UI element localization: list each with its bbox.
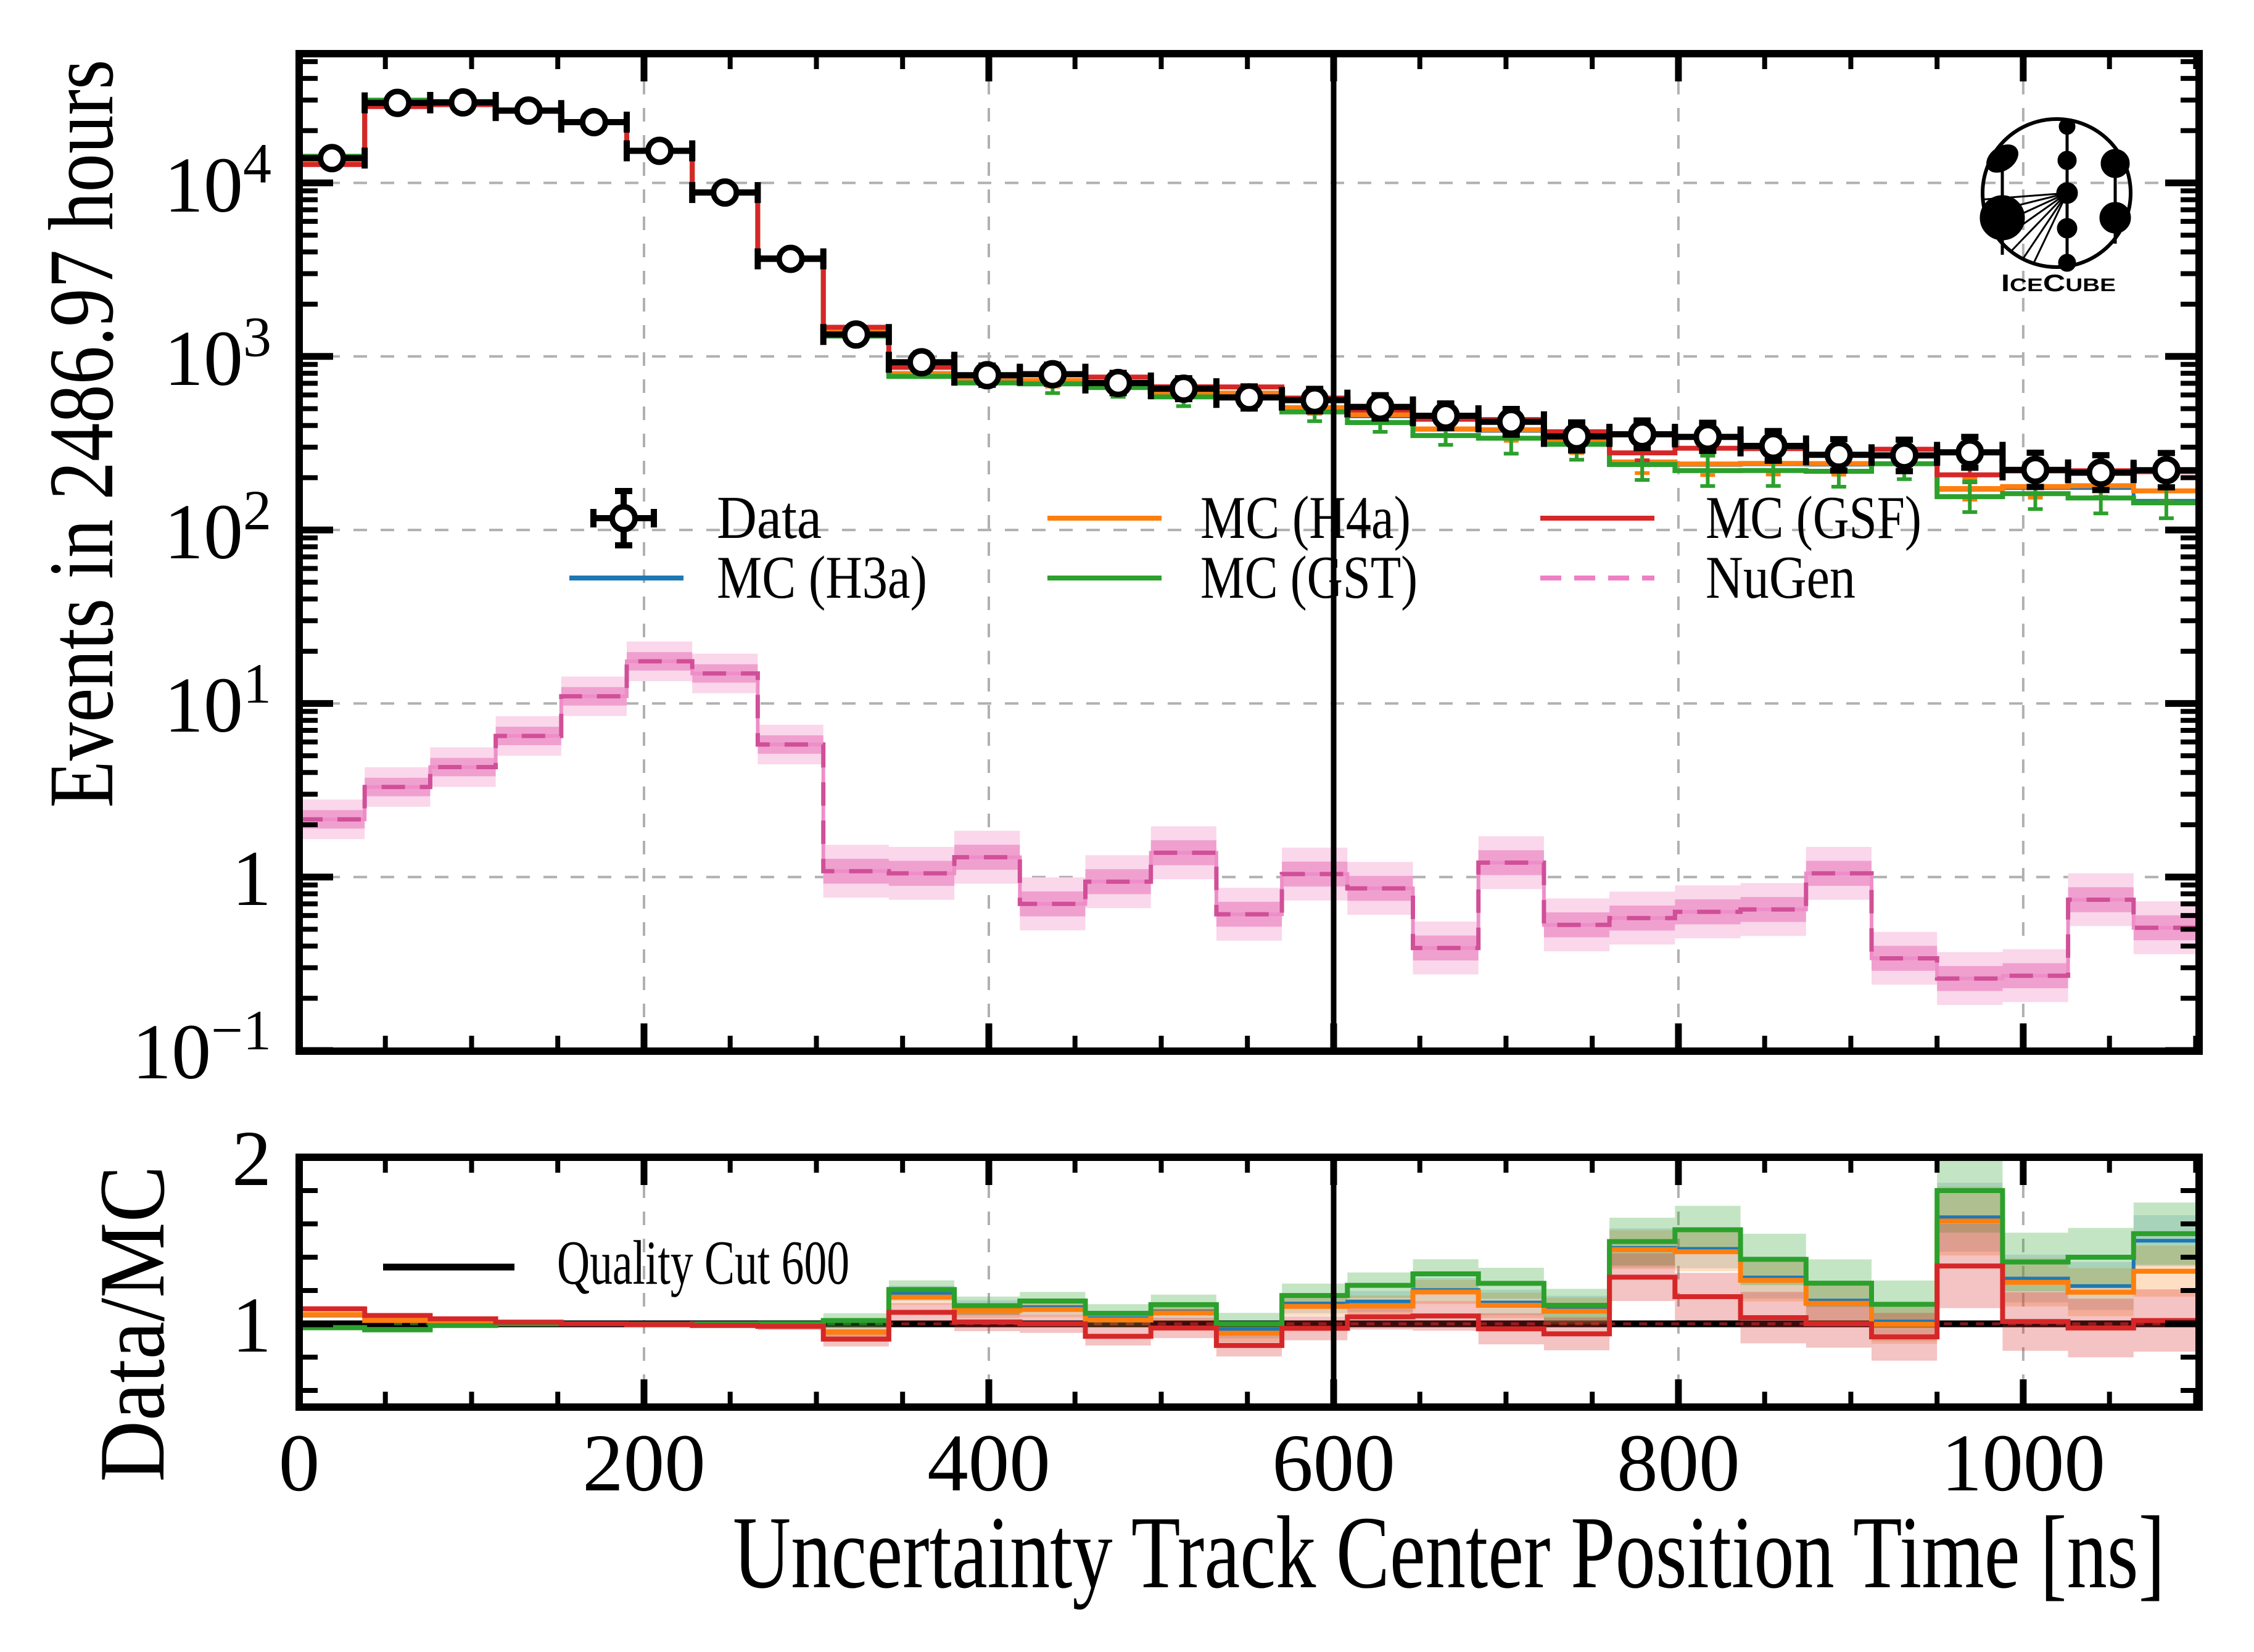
- svg-text:0: 0: [279, 1417, 320, 1508]
- svg-text:MC (GST): MC (GST): [1200, 544, 1418, 611]
- svg-text:400: 400: [927, 1417, 1051, 1508]
- svg-text:800: 800: [1617, 1417, 1740, 1508]
- svg-text:Data/MC: Data/MC: [80, 1166, 184, 1482]
- svg-text:1000: 1000: [1941, 1417, 2105, 1508]
- svg-text:1: 1: [232, 1281, 271, 1369]
- svg-text:NuGen: NuGen: [1706, 544, 1856, 611]
- svg-text:Data: Data: [717, 484, 822, 551]
- svg-text:1: 1: [232, 835, 271, 922]
- svg-text:Quality Cut 600: Quality Cut 600: [557, 1228, 849, 1298]
- svg-text:Uncertainty Track Center Posit: Uncertainty Track Center Position Time […: [733, 1495, 2165, 1610]
- svg-text:2: 2: [232, 1115, 271, 1202]
- svg-text:MC (H3a): MC (H3a): [717, 544, 927, 611]
- svg-text:MC (GSF): MC (GSF): [1706, 484, 1922, 551]
- svg-text:Events in 2486.97 hours: Events in 2486.97 hours: [30, 60, 133, 808]
- svg-text:MC (H4a): MC (H4a): [1200, 484, 1411, 551]
- svg-text:200: 200: [582, 1417, 706, 1508]
- svg-text:600: 600: [1272, 1417, 1395, 1508]
